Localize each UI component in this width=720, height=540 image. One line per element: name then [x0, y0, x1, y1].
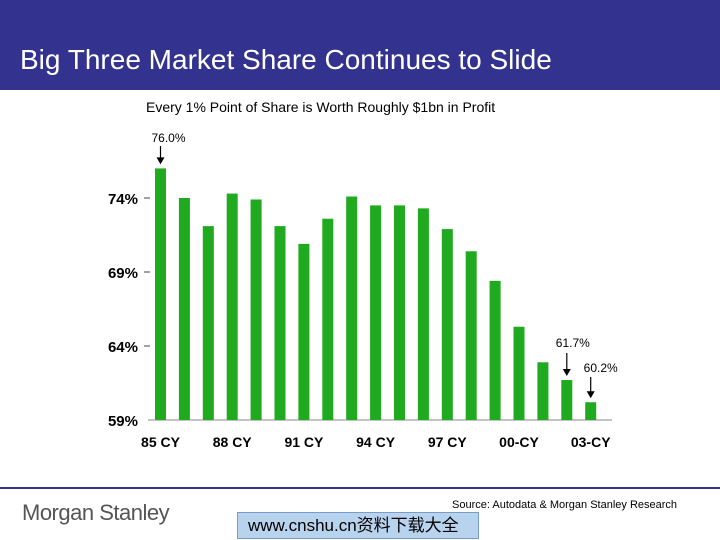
bar — [489, 280, 501, 420]
x-tick-label: 97 CY — [428, 434, 468, 450]
morgan-stanley-logo: Morgan Stanley — [22, 500, 170, 526]
annotation-arrow-head — [562, 369, 571, 377]
y-axis-ticks: 59% 64% 69% 74% — [108, 191, 150, 430]
bar-chart: 59% 64% 69% 74% 85 CY 88 CY 91 CY 94 CY 97 CY 00… — [108, 131, 618, 450]
annotations: 76.0% 61.7% 60.2% — [151, 131, 618, 399]
y-tick-label: 64% — [108, 339, 138, 356]
bar — [513, 326, 525, 420]
x-tick-label: 88 CY — [213, 434, 253, 450]
y-tick-label: 59% — [108, 413, 138, 430]
bar — [561, 380, 573, 420]
bar — [417, 208, 429, 420]
x-tick-label: 94 CY — [356, 434, 396, 450]
bar — [155, 168, 166, 420]
annotation-arrow-head — [156, 157, 165, 165]
x-tick-label: 00-CY — [499, 434, 539, 450]
watermark-link[interactable]: www.cnshu.cn资料下载大全 — [237, 512, 479, 539]
bar — [537, 362, 549, 420]
y-tick-label: 74% — [108, 191, 138, 208]
x-tick-label: 85 CY — [141, 434, 181, 450]
bar — [585, 402, 597, 420]
logo-text: Morgan Stanley — [22, 500, 170, 525]
title-bar: Big Three Market Share Continues to Slid… — [0, 0, 720, 90]
x-axis-labels: 85 CY 88 CY 91 CY 94 CY 97 CY 00-CY 03-CY — [141, 434, 611, 450]
bar — [465, 251, 477, 420]
source-note: Source: Autodata & Morgan Stanley Resear… — [452, 499, 678, 511]
chart-subtitle: Every 1% Point of Share is Worth Roughly… — [146, 99, 496, 115]
bar — [250, 199, 262, 420]
bar — [298, 243, 310, 420]
slide-title: Big Three Market Share Continues to Slid… — [20, 44, 552, 75]
data-label: 60.2% — [584, 361, 618, 375]
bar — [202, 226, 214, 420]
bar — [370, 205, 382, 420]
y-tick-label: 69% — [108, 265, 138, 282]
bars — [155, 168, 597, 420]
bar — [441, 229, 453, 420]
bar — [274, 226, 286, 420]
bar — [346, 196, 358, 420]
bar — [394, 205, 405, 420]
annotation-arrow-head — [586, 391, 595, 399]
bar — [322, 218, 334, 420]
bar — [178, 198, 190, 420]
x-tick-label: 91 CY — [284, 434, 324, 450]
bar — [226, 193, 238, 420]
data-label: 61.7% — [556, 336, 590, 350]
data-label: 76.0% — [151, 131, 185, 145]
x-tick-label: 03-CY — [571, 434, 611, 450]
footer-divider — [0, 487, 720, 489]
